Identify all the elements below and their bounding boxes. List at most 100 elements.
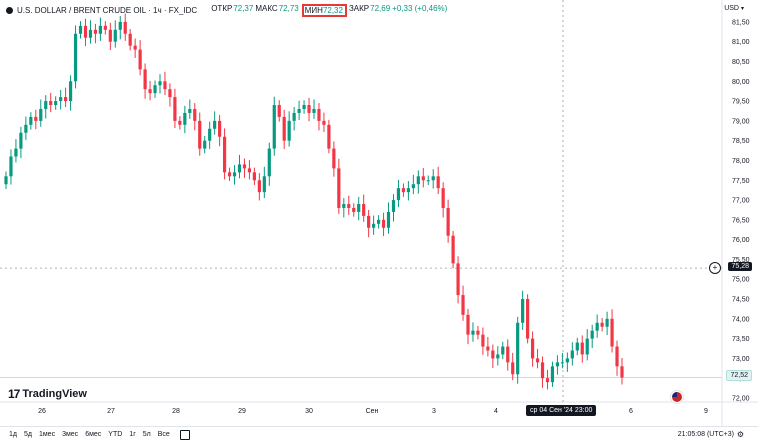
price-axis-label: 72,00: [732, 396, 750, 403]
price-axis-label: 74,00: [732, 316, 750, 323]
price-axis-label: 81,00: [732, 39, 750, 46]
price-axis-label: 80,50: [732, 59, 750, 66]
currency-selector[interactable]: USD ▾: [724, 5, 744, 12]
candle-body: [436, 176, 440, 189]
gear-icon[interactable]: ⚙: [736, 430, 744, 439]
time-axis-label: 3: [432, 408, 436, 415]
plus-icon[interactable]: +: [709, 262, 721, 274]
price-axis-label: 77,50: [732, 178, 750, 185]
candle-body: [14, 148, 18, 157]
candle-body: [257, 180, 261, 193]
period-1m[interactable]: 1мес: [38, 431, 56, 438]
candle-body: [103, 25, 107, 30]
candle-body: [64, 97, 68, 102]
candle-body: [302, 105, 306, 109]
candle-body: [222, 136, 227, 173]
price-axis-label: 74,50: [732, 297, 750, 304]
us-flag-icon[interactable]: [671, 391, 683, 403]
candle-body: [123, 21, 127, 34]
price-axis-label: 79,00: [732, 118, 750, 125]
period-3m[interactable]: 3мес: [62, 431, 79, 438]
low-value: 72,32: [322, 5, 343, 15]
candle-body: [163, 81, 167, 90]
price-axis-label: 79,50: [732, 99, 750, 106]
candle-body: [615, 346, 619, 367]
candle-body: [396, 188, 401, 201]
candle-body: [128, 33, 132, 46]
candle-body: [381, 219, 386, 228]
period-6m[interactable]: 6мес: [85, 431, 102, 438]
candle-body: [590, 330, 594, 339]
period-1d[interactable]: 1д: [9, 431, 17, 438]
candle-body: [506, 346, 510, 363]
candle-body: [486, 346, 490, 351]
candle-body: [610, 318, 614, 347]
price-axis-label: 78,50: [732, 138, 750, 145]
low-label: МИН: [304, 5, 323, 15]
candle-body: [287, 120, 291, 141]
candle-body: [282, 116, 286, 141]
candle-body: [580, 342, 584, 355]
candle-body: [143, 69, 147, 90]
candle-body: [267, 148, 271, 177]
candle-body: [466, 314, 470, 335]
candle-body: [347, 204, 351, 208]
currency-label: USD: [724, 5, 739, 12]
candle-body: [545, 378, 550, 383]
period-1y[interactable]: 1г: [129, 431, 136, 438]
clock: 21:05:08 (UTC+3): [677, 431, 734, 438]
candle-body: [232, 172, 237, 177]
period-all[interactable]: Все: [157, 431, 170, 438]
candle-body: [426, 180, 430, 182]
candle-body: [98, 25, 102, 34]
candle-body: [451, 235, 455, 264]
time-axis-label: 29: [238, 408, 246, 415]
candle-body: [218, 120, 222, 137]
period-toolbar: 1д 5д 1мес 3мес 6мес YTD 1г 5л Все 21:05…: [0, 426, 758, 442]
time-axis-label: 30: [305, 408, 313, 415]
period-5d[interactable]: 5д: [23, 431, 32, 438]
live-dot-icon: [6, 6, 13, 14]
candle-body: [560, 362, 564, 364]
candle-body: [600, 322, 604, 327]
last-price-tag: 72,52: [726, 370, 752, 381]
candle-body: [575, 342, 579, 351]
candle-body: [516, 322, 520, 375]
price-axis-label: 75,00: [732, 277, 750, 284]
candle-body: [411, 184, 415, 189]
candle-body: [262, 176, 266, 193]
period-5y[interactable]: 5л: [142, 431, 151, 438]
candle-body: [357, 204, 361, 212]
tradingview-logo[interactable]: 17 TradingView: [8, 387, 87, 401]
calendar-icon[interactable]: [179, 429, 190, 440]
price-axis-label: 73,00: [732, 356, 750, 363]
close-value: 72,69: [370, 3, 391, 13]
candle-body: [317, 108, 321, 121]
period-ytd[interactable]: YTD: [108, 431, 123, 438]
price-axis-label: 75,50: [732, 257, 750, 264]
low-highlight-box: МИН 72,32: [301, 3, 347, 17]
candle-body: [78, 25, 83, 34]
candle-body: [113, 29, 117, 42]
candle-body: [471, 330, 475, 335]
candle-body: [24, 124, 28, 133]
candle-body: [9, 156, 13, 177]
candle-body: [406, 188, 410, 193]
candle-body: [307, 105, 311, 113]
symbol-title[interactable]: U.S. DOLLAR / BRENT CRUDE OIL · 1ч · FX_…: [17, 5, 198, 15]
time-axis-label: 4: [494, 408, 498, 415]
candle-body: [252, 172, 256, 181]
candle-body: [337, 168, 341, 208]
candle-body: [178, 120, 182, 125]
candle-body: [158, 81, 162, 86]
candle-body: [595, 322, 599, 331]
price-axis-label: 80,00: [732, 79, 750, 86]
candle-body: [550, 366, 555, 383]
time-axis-label: 9: [704, 408, 708, 415]
candle-body: [272, 105, 276, 149]
chevron-down-icon: ▾: [740, 6, 744, 12]
candle-body: [73, 33, 78, 82]
candle-body: [491, 350, 495, 359]
candle-body: [496, 354, 500, 359]
